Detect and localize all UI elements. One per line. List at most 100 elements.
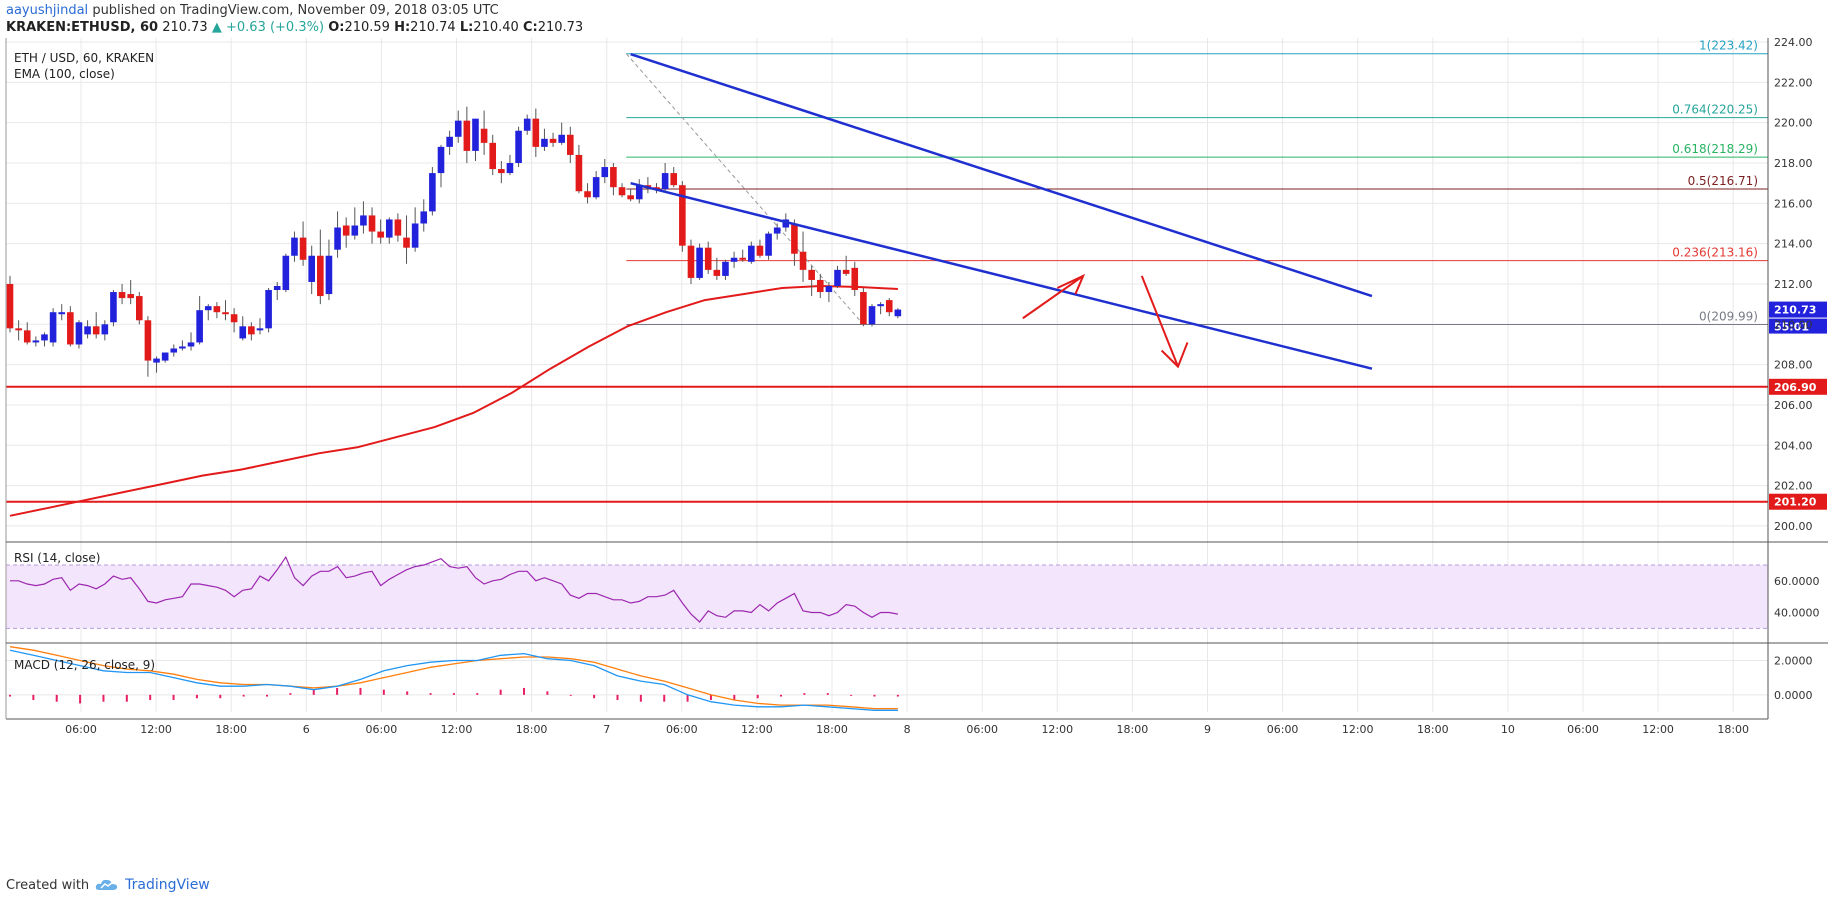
candle[interactable] [541, 128, 548, 151]
candle[interactable] [437, 144, 445, 188]
candle[interactable] [661, 163, 669, 192]
candle[interactable] [49, 308, 57, 347]
candle[interactable] [506, 154, 514, 176]
candle[interactable] [739, 249, 746, 262]
candle[interactable] [851, 261, 859, 297]
candle[interactable] [196, 296, 203, 345]
candle[interactable] [256, 318, 264, 335]
candle[interactable] [756, 239, 764, 258]
candle[interactable] [687, 239, 695, 284]
candle[interactable] [799, 231, 807, 282]
candle[interactable] [791, 219, 798, 266]
candle[interactable] [248, 322, 255, 341]
candle[interactable] [679, 181, 686, 252]
candles[interactable] [6, 106, 902, 377]
candle[interactable] [213, 302, 221, 319]
candle[interactable] [92, 312, 100, 339]
candle[interactable] [360, 201, 367, 234]
candle[interactable] [446, 130, 453, 155]
candle[interactable] [420, 199, 428, 232]
candle[interactable] [32, 336, 40, 347]
chart-canvas[interactable]: 1(223.42) 0.764(220.25) 0.618(218.29) 0.5(2… [0, 38, 1828, 868]
candle[interactable] [377, 219, 384, 244]
candle[interactable] [610, 163, 617, 196]
candle[interactable] [773, 223, 781, 240]
candle[interactable] [179, 340, 186, 351]
candle[interactable] [429, 167, 436, 216]
candle[interactable] [644, 177, 652, 194]
candle[interactable] [480, 110, 488, 155]
candle[interactable] [101, 320, 109, 341]
candle[interactable] [765, 231, 772, 260]
candle[interactable] [153, 356, 160, 373]
candle[interactable] [498, 160, 505, 184]
candle[interactable] [23, 322, 31, 345]
candle[interactable] [653, 183, 660, 194]
candle[interactable] [558, 122, 565, 145]
candle[interactable] [713, 257, 721, 280]
candle[interactable] [136, 292, 143, 325]
candle[interactable] [110, 290, 117, 327]
candle[interactable] [58, 304, 66, 321]
candle[interactable] [834, 265, 841, 289]
candle[interactable] [730, 251, 738, 268]
candle[interactable] [299, 221, 307, 266]
candle[interactable] [273, 281, 281, 301]
candle[interactable] [635, 179, 643, 204]
candle[interactable] [825, 281, 833, 303]
candle[interactable] [67, 306, 74, 347]
candle[interactable] [670, 167, 678, 188]
candle[interactable] [127, 279, 134, 305]
candle[interactable] [144, 316, 152, 377]
candle[interactable] [170, 344, 178, 357]
candle[interactable] [317, 229, 324, 305]
candle[interactable] [549, 132, 557, 147]
candle[interactable] [868, 304, 876, 327]
candle[interactable] [860, 288, 867, 327]
candle[interactable] [515, 126, 522, 168]
candle[interactable] [627, 189, 634, 202]
candle[interactable] [84, 320, 91, 339]
tradingview-brand-link[interactable]: TradingView [125, 877, 210, 893]
candle[interactable] [816, 273, 824, 299]
candle[interactable] [463, 106, 471, 164]
candle[interactable] [239, 316, 247, 341]
candle[interactable] [368, 207, 376, 244]
candle[interactable] [722, 259, 729, 280]
candle[interactable] [385, 217, 393, 244]
candle[interactable] [704, 241, 712, 274]
candle[interactable] [334, 211, 341, 258]
candle[interactable] [532, 108, 540, 157]
candle[interactable] [842, 255, 850, 276]
author-link[interactable]: aayushjindal [6, 3, 89, 18]
candle[interactable] [118, 283, 126, 305]
candle[interactable] [308, 245, 315, 295]
candle[interactable] [472, 118, 479, 161]
candle[interactable] [291, 231, 298, 262]
candle[interactable] [601, 158, 609, 184]
candle[interactable] [523, 114, 531, 135]
candle[interactable] [584, 183, 591, 204]
candle[interactable] [204, 304, 212, 321]
candle[interactable] [75, 320, 83, 349]
candle[interactable] [187, 332, 195, 351]
candle[interactable] [282, 253, 290, 293]
candle[interactable] [748, 241, 755, 264]
candle[interactable] [403, 215, 410, 264]
candle[interactable] [41, 332, 48, 347]
candle[interactable] [808, 265, 815, 297]
candle[interactable] [454, 110, 462, 143]
candle[interactable] [877, 302, 884, 315]
candle[interactable] [575, 144, 583, 194]
candle[interactable] [618, 183, 626, 198]
candle[interactable] [342, 217, 350, 248]
candle[interactable] [15, 320, 22, 341]
candle[interactable] [489, 134, 497, 176]
candle[interactable] [894, 308, 902, 319]
candle[interactable] [592, 171, 600, 200]
candle[interactable] [411, 207, 419, 252]
candle[interactable] [265, 288, 272, 333]
candle[interactable] [567, 126, 574, 164]
candle[interactable] [885, 298, 893, 317]
candle[interactable] [230, 308, 238, 333]
